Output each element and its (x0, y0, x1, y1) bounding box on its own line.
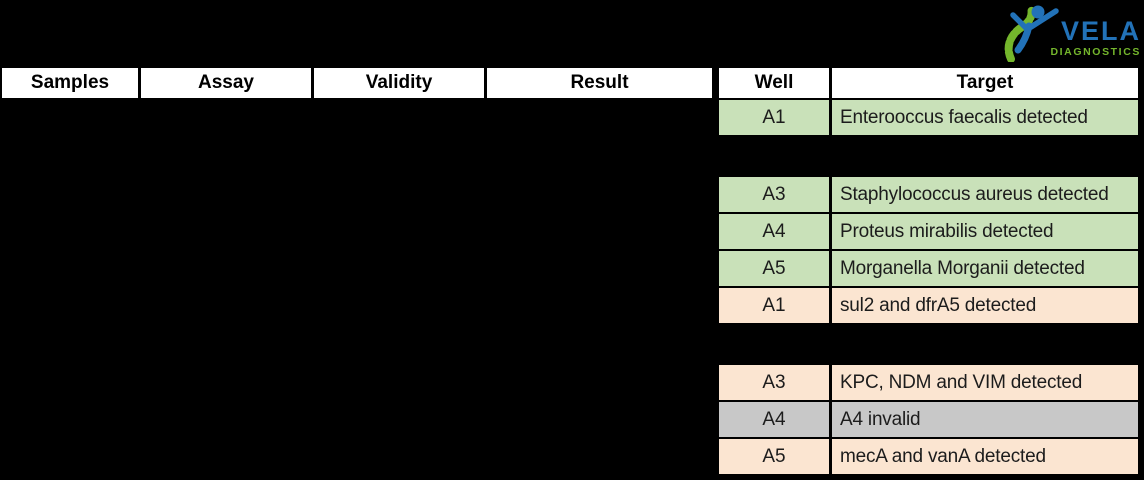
column-header-assay: Assay (141, 68, 311, 98)
target-cell: Proteus mirabilis detected (832, 214, 1138, 249)
well-target-table: Well Target A1 Enterooccus faecalis detec… (717, 66, 1140, 476)
well-target-header: Well Target (717, 66, 1140, 100)
column-header-samples: Samples (2, 68, 138, 98)
column-header-well: Well (719, 68, 829, 98)
result-row: A3 Staphylococcus aureus detected (717, 177, 1140, 212)
vela-diagnostics-logo: VELA DIAGNOSTICS (1004, 4, 1141, 62)
result-row: A1 Enterooccus faecalis detected (717, 100, 1140, 135)
result-row: A3 KPC, NDM and VIM detected (717, 365, 1140, 400)
target-cell: sul2 and dfrA5 detected (832, 288, 1138, 323)
column-header-validity: Validity (314, 68, 484, 98)
result-row: A4 A4 invalid (717, 402, 1140, 437)
column-header-target: Target (832, 68, 1138, 98)
well-cell: A1 (719, 100, 829, 135)
target-cell: mecA and vanA detected (832, 439, 1138, 474)
target-cell: Staphylococcus aureus detected (832, 177, 1138, 212)
well-cell: A3 (719, 177, 829, 212)
well-cell: A4 (719, 402, 829, 437)
result-row: A4 Proteus mirabilis detected (717, 214, 1140, 249)
well-cell: A5 (719, 439, 829, 474)
result-row: A5 mecA and vanA detected (717, 439, 1140, 474)
well-cell: A3 (719, 365, 829, 400)
results-table-header: Samples Assay Validity Result (0, 66, 714, 100)
logo-brand-text: VELA (1061, 16, 1141, 46)
target-cell: A4 invalid (832, 402, 1138, 437)
result-row: A5 Morganella Morganii detected (717, 251, 1140, 286)
column-header-result: Result (487, 68, 712, 98)
well-cell: A5 (719, 251, 829, 286)
target-cell: Morganella Morganii detected (832, 251, 1138, 286)
redacted-row (717, 325, 1140, 364)
well-cell: A4 (719, 214, 829, 249)
well-target-rows: A1 Enterooccus faecalis detected A3 Staphyl… (717, 100, 1140, 474)
target-cell: KPC, NDM and VIM detected (832, 365, 1138, 400)
well-cell: A1 (719, 288, 829, 323)
figure-icon (1010, 5, 1059, 54)
redacted-row (717, 137, 1140, 176)
target-cell: Enterooccus faecalis detected (832, 100, 1138, 135)
logo-sub-text: DIAGNOSTICS (1050, 46, 1141, 58)
result-row: A1 sul2 and dfrA5 detected (717, 288, 1140, 323)
